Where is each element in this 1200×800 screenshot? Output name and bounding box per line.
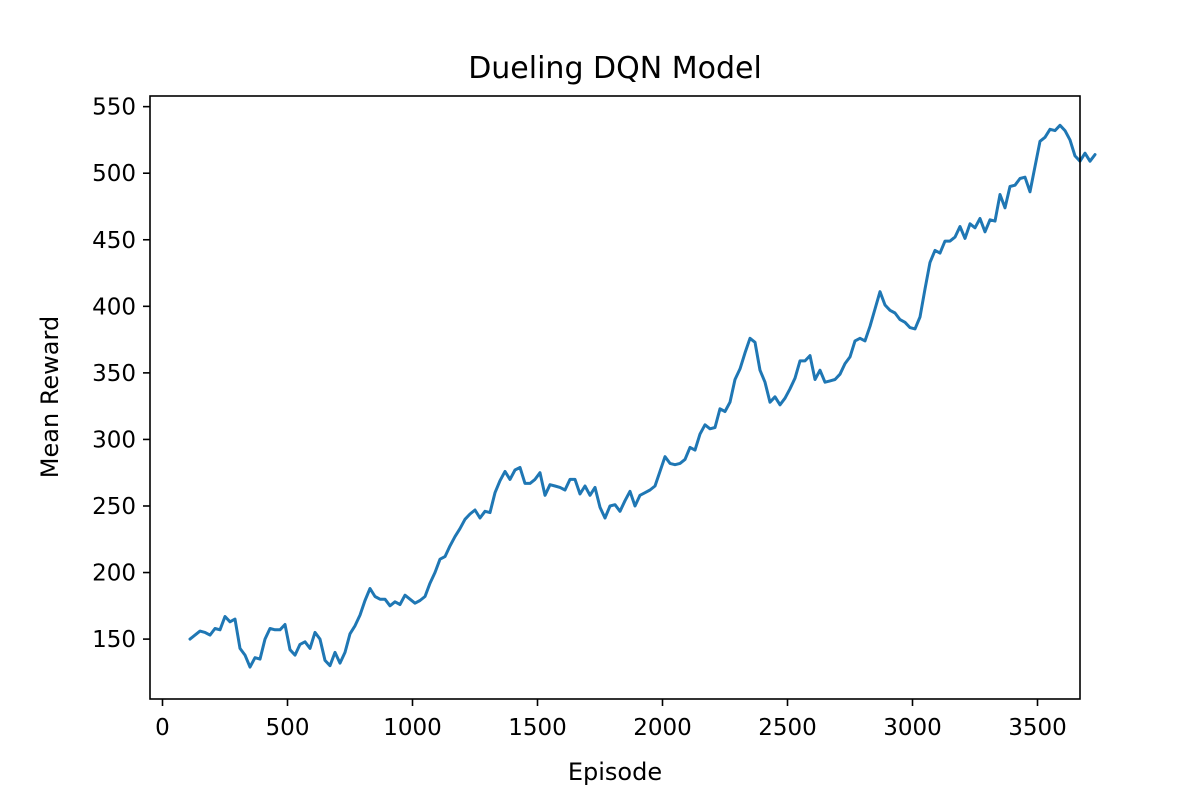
y-tick-label: 300: [92, 427, 136, 453]
y-tick-label: 450: [92, 228, 136, 254]
y-axis-label: Mean Reward: [36, 316, 64, 478]
x-tick-label: 0: [155, 715, 170, 741]
x-tick-label: 2500: [758, 715, 817, 741]
y-tick-label: 500: [92, 161, 136, 187]
y-axis: 150 200 250 300 350 400 450 500 550: [92, 95, 150, 653]
plot-frame: [149, 95, 1081, 700]
x-tick-label: 3000: [883, 715, 942, 741]
x-axis-label: Episode: [568, 758, 662, 786]
x-tick-label: 3500: [1008, 715, 1067, 741]
series-line: [188, 123, 1097, 669]
x-axis: 0 500 1000 1500 2000 2500 3000 3500: [155, 699, 1067, 741]
x-tick-label: 1500: [508, 715, 567, 741]
y-tick-label: 150: [92, 627, 136, 653]
x-tick-label: 500: [266, 715, 310, 741]
y-tick-label: 400: [92, 294, 136, 320]
chart-title: Dueling DQN Model: [468, 51, 762, 86]
y-tick-label: 200: [92, 561, 136, 587]
x-tick-label: 1000: [383, 715, 442, 741]
x-tick-label: 2000: [633, 715, 692, 741]
y-tick-label: 550: [92, 95, 136, 121]
y-tick-label: 350: [92, 361, 136, 387]
y-tick-label: 250: [92, 494, 136, 520]
